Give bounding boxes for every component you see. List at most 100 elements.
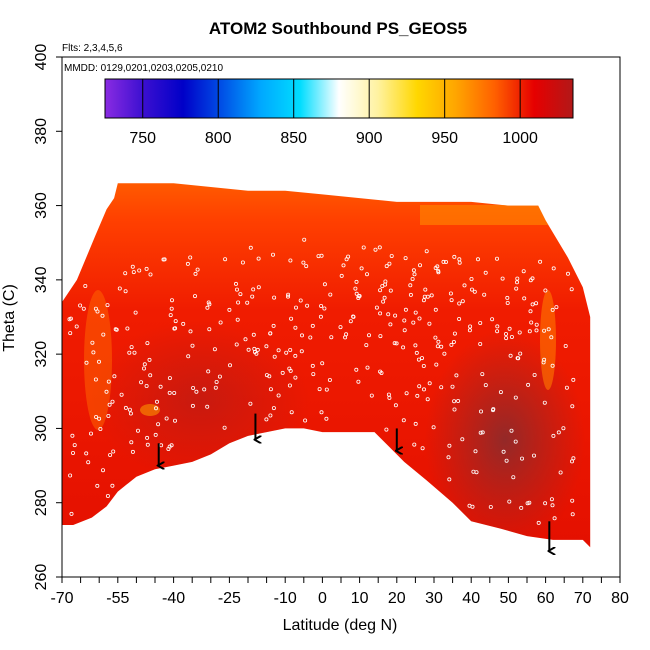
sample-point [521,269,526,274]
sample-point [234,287,239,292]
sample-point [439,385,444,390]
sample-point [420,446,425,451]
sample-point [392,341,397,346]
sample-point [286,292,291,297]
sample-point [353,286,358,291]
chart-title: ATOM2 Southbound PS_GEOS5 [209,19,467,38]
sample-point [83,283,88,288]
sample-point [542,328,547,333]
sample-point [195,267,200,272]
sample-point [448,291,453,296]
sample-point [351,314,356,319]
sample-point [527,329,532,334]
sample-point [339,273,344,278]
sample-point [550,363,555,368]
sample-point [532,453,537,458]
sample-point [504,458,509,463]
sample-point [251,332,256,337]
sample-point [515,276,520,281]
sample-point [288,347,293,352]
sample-point [365,365,370,370]
sample-point [542,400,547,405]
sample-point [133,310,138,315]
sample-point [245,300,250,305]
sample-point [530,276,535,281]
sample-point [422,294,427,299]
sample-point [301,260,306,265]
sample-point [364,343,369,348]
sample-point [235,317,240,322]
sample-point [154,399,159,404]
sample-point [132,350,137,355]
sample-point [460,299,465,304]
sample-point [530,302,535,307]
sample-point [125,326,130,331]
x-tick-label: -55 [106,590,129,607]
sample-point [142,362,147,367]
x-tick-label: -70 [50,590,73,607]
sample-point [411,320,416,325]
sample-point [378,288,383,293]
sample-point [543,288,548,293]
sample-point [505,300,510,305]
data-domain [62,183,591,548]
sample-point [110,399,115,404]
sample-point [113,327,118,332]
sample-point [536,520,541,525]
sample-point [570,512,575,517]
sample-point [480,372,485,377]
sample-point [417,384,422,389]
sample-point [344,332,349,337]
sample-point [69,511,74,516]
sample-point [534,328,539,333]
x-tick-label: 70 [574,590,592,607]
sample-point [419,356,424,361]
sample-point [366,333,371,338]
sample-point [148,373,153,378]
sample-point [356,294,361,299]
sample-point [364,272,369,277]
sample-point [543,501,548,506]
sample-point [525,501,530,506]
sample-point [503,331,508,336]
sample-point [298,298,303,303]
x-tick-label: 40 [462,590,480,607]
sample-point [188,329,193,334]
x-axis: -70 -55 -40 -25 -10 0 10 20 30 40 50 60 70 80 [50,577,629,607]
sample-point [84,360,89,365]
sample-point [148,272,153,277]
sample-point [415,393,420,398]
sample-point [285,294,290,299]
colorbar-tick-label: 750 [129,130,156,147]
sample-point [514,286,519,291]
sample-point [447,477,452,482]
sample-point [558,470,563,475]
sample-point [95,483,100,488]
sample-point [434,362,439,367]
sample-point [467,503,472,508]
sample-point [243,337,248,342]
sample-point [412,442,417,447]
sample-point [507,326,512,331]
sample-point [106,413,111,418]
sample-point [212,347,217,352]
sample-point [549,497,554,502]
sample-point [443,259,448,264]
sample-point [504,336,509,341]
sample-point [299,333,304,338]
sample-point [248,401,253,406]
sample-point [528,309,533,314]
orange-streak-left [84,290,112,430]
sample-point [190,343,195,348]
x-tick-label: 20 [388,590,406,607]
dark-region-left [90,320,310,480]
sample-point [457,316,462,321]
sample-point [457,257,462,262]
sample-point [153,406,158,411]
sample-point [556,430,561,435]
sample-point [549,335,554,340]
sample-point [387,261,392,266]
x-tick-label: 50 [500,590,518,607]
sample-point [377,245,382,250]
sample-point [509,334,514,339]
